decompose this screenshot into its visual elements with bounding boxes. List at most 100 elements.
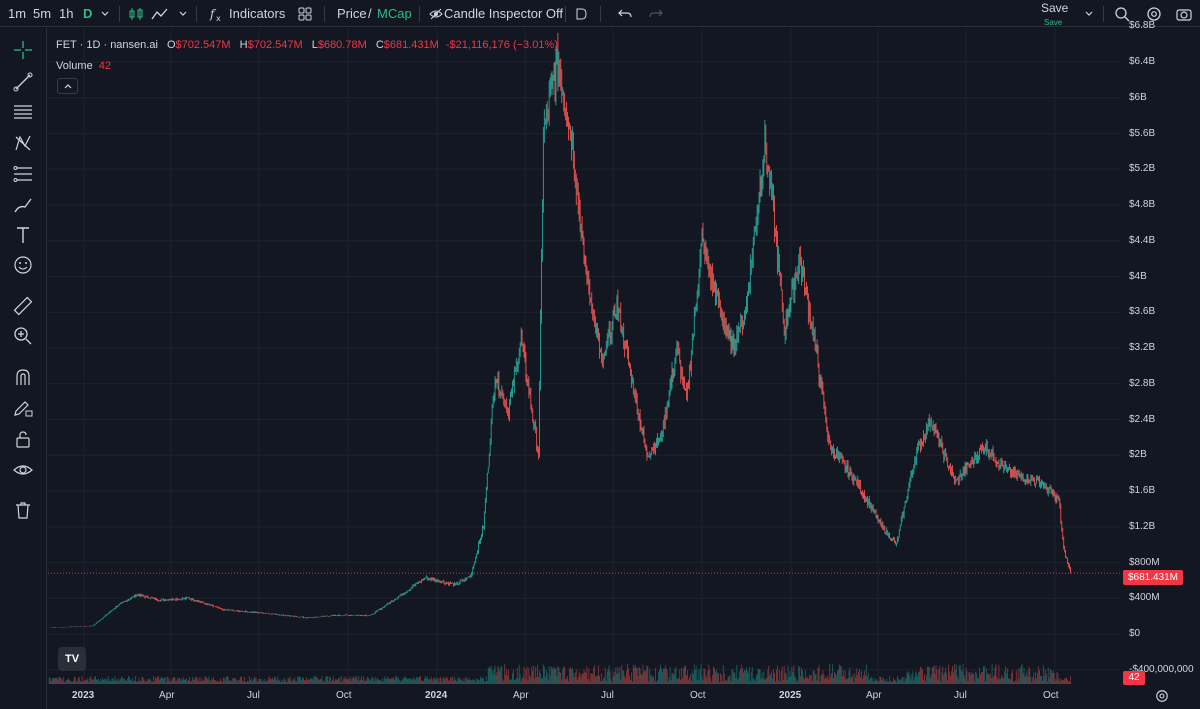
price-tick-label: $6.4B [1129,56,1156,67]
quick-search-icon[interactable] [1112,0,1132,27]
mcap-toggle[interactable]: MCap [377,6,412,21]
undo-icon[interactable] [616,0,634,27]
layouts-icon[interactable] [296,0,314,27]
price-tick-label: $4.8B [1129,199,1156,210]
price-tick-label: $6.8B [1129,20,1156,32]
interval-5m[interactable]: 5m [33,6,52,21]
time-tick-label: Oct [1042,690,1059,701]
separator [600,6,601,22]
chevron-down-icon[interactable] [1082,0,1096,27]
time-tick-label: Apr [866,690,882,701]
price-toggle[interactable]: Price [337,6,367,21]
symbol-title[interactable]: FET · 1D · nansen.ai [56,39,158,51]
price-tick-label: -$400,000,000 [1129,663,1194,675]
price-tick-label: $5.6B [1129,127,1156,139]
time-tick-label: Oct [689,690,706,701]
price-tick-label: $2B [1129,449,1147,461]
price-tick-label: $400M [1129,592,1160,604]
price-tick-label: $2.8B [1129,377,1156,389]
tradingview-logo[interactable]: TV [58,647,86,671]
flag-icon[interactable] [573,0,589,27]
interval-d[interactable]: D [83,6,93,21]
volume-value: 42 [98,60,111,72]
price-tick-label: $3.2B [1129,342,1156,353]
time-tick-label: Jul [601,690,614,701]
magnet-icon[interactable] [8,363,38,391]
svg-text:f: f [209,7,217,21]
price-tick-label: $6B [1129,91,1147,103]
interval-1m[interactable]: 1m [8,6,27,21]
redo-icon[interactable] [647,0,665,27]
close-key: C [375,39,384,51]
last-volume-label: 42 [1123,671,1145,685]
last-price-label: $681.431M [1123,570,1183,585]
text-icon[interactable] [8,221,38,249]
pattern-icon[interactable] [8,129,38,157]
emoji-icon[interactable] [8,251,38,279]
candle-inspector-toggle[interactable]: Candle Inspector Off [444,6,563,21]
price-tick-label: $4B [1129,270,1147,282]
price-tick-label: $1.6B [1129,485,1156,496]
settings-icon[interactable] [1144,0,1164,27]
price-tick-label: $800M [1129,556,1160,568]
interval-1h[interactable]: 1h [59,6,74,21]
trash-icon[interactable] [8,496,38,524]
time-tick-label: 2023 [72,690,95,701]
time-tick-label: 2025 [778,690,802,701]
chart-style-icon[interactable] [126,0,146,27]
volume-legend: Volume 42 [56,60,111,72]
separator [196,6,197,22]
time-tick-label: Jul [247,690,260,701]
chevron-down-icon[interactable] [176,0,190,27]
zoom-in-icon[interactable] [8,322,38,350]
price-tick-label: $4.4B [1129,234,1156,246]
price-tick-label: $0 [1129,628,1141,639]
high-value: $702.547M [247,39,303,51]
trend-line-icon[interactable] [8,68,38,96]
horizontal-lines-icon[interactable] [8,98,38,126]
symbol-legend: FET · 1D · nansen.ai O$702.547M H$702.54… [56,39,558,51]
crosshair-icon[interactable] [8,36,38,64]
save-status: Save [1044,18,1063,27]
indicators-button[interactable]: Indicators [229,6,286,21]
collapse-legend-button[interactable] [57,78,78,94]
fib-icon[interactable] [8,160,38,188]
time-tick-label: Apr [159,690,175,701]
low-key: L [311,39,318,51]
ruler-icon[interactable] [8,292,38,320]
close-value: $681.431M [383,39,439,51]
chart-grid [48,28,1120,680]
eye-icon[interactable] [8,456,38,484]
svg-text:x: x [216,14,221,22]
price-tick-label: $1.2B [1129,520,1156,532]
save-button[interactable]: Save [1041,1,1069,15]
pencil-lock-icon[interactable] [8,394,38,422]
price-tick-label: $5.2B [1129,163,1156,175]
separator [419,6,420,22]
camera-icon[interactable] [1174,0,1194,27]
settings-icon[interactable] [1154,688,1170,704]
price-tick-label: $2.4B [1129,413,1156,425]
lock-icon[interactable] [8,425,38,453]
chevron-down-icon[interactable] [98,0,112,27]
price-chart[interactable] [48,28,1200,709]
chevron-up-icon [64,84,71,89]
toggle-slash: / [368,6,372,21]
time-tick-label: Jul [954,690,967,701]
volume-bars [48,664,1071,684]
separator [565,6,566,22]
time-tick-label: 2024 [425,690,448,701]
change-value: -$21,116,176 (−3.01%) [445,39,558,51]
separator [119,6,120,22]
separator [1103,6,1104,22]
line-chart-icon[interactable] [150,0,170,27]
candlestick-series [48,32,1071,628]
eye-off-icon [428,0,444,27]
brush-icon[interactable] [8,191,38,219]
time-tick-label: Apr [513,690,529,701]
volume-label[interactable]: Volume [56,60,93,72]
separator [324,6,325,22]
drawing-toolbar [0,28,47,709]
